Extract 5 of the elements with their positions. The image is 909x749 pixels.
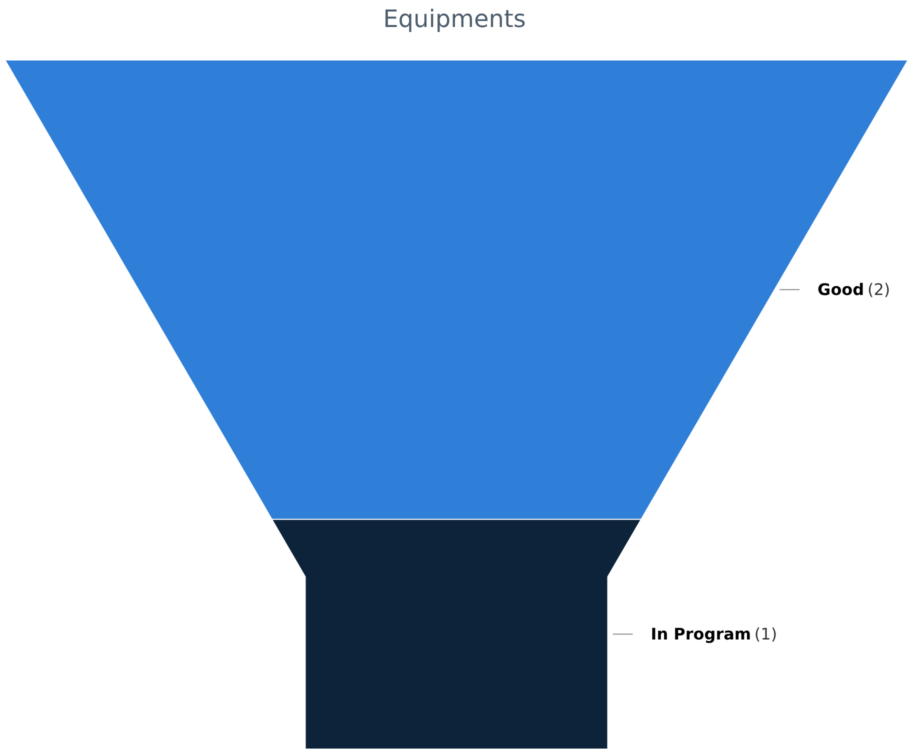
data-label: (2) [867,280,890,300]
category-label: In Program [650,624,752,644]
data-label: (1) [754,624,778,644]
text: Equipments [383,5,526,33]
category-label: Good [818,280,864,300]
